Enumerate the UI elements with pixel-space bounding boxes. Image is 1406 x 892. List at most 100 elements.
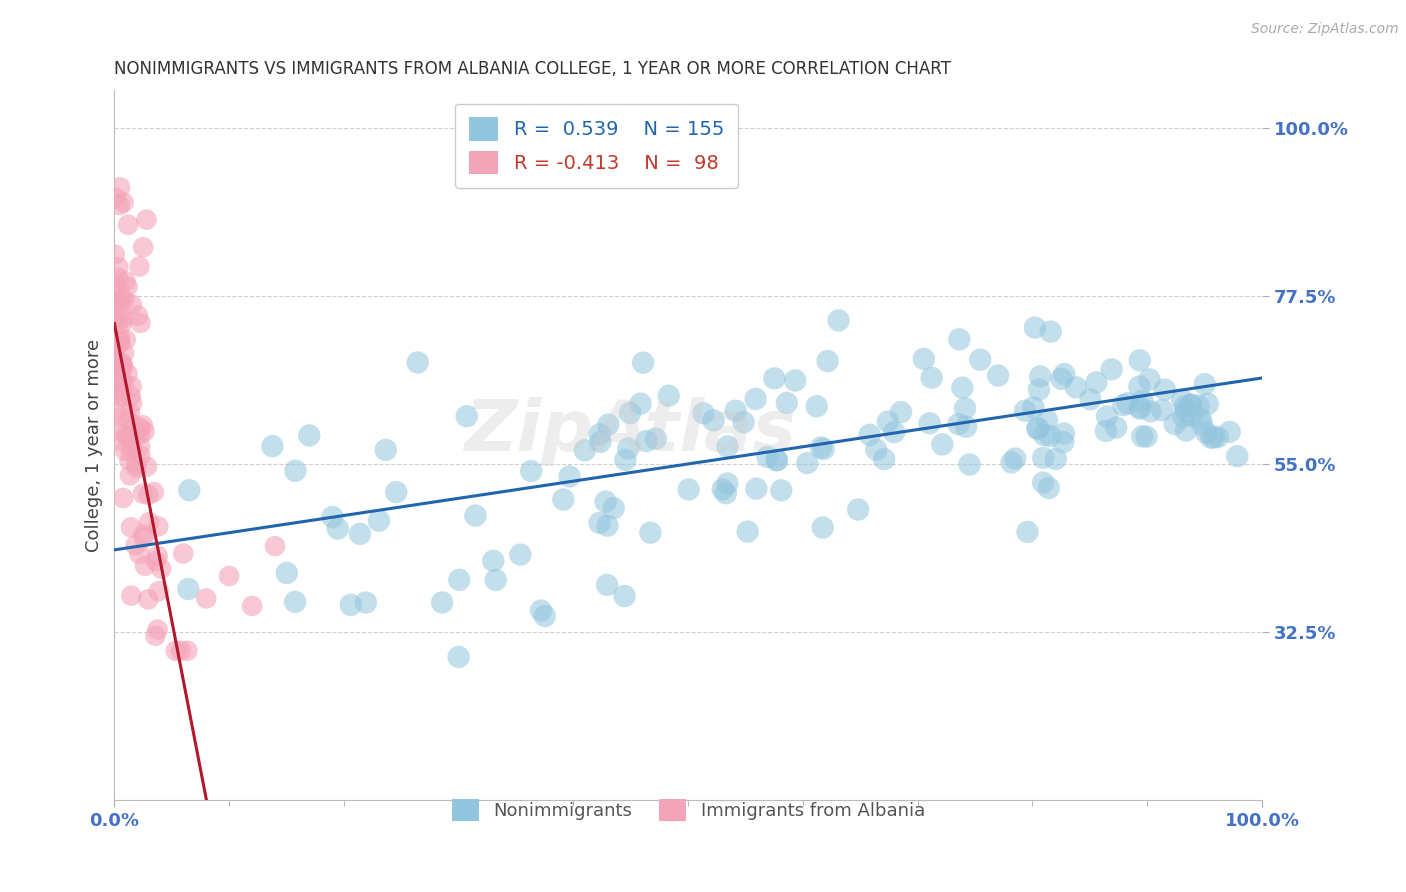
- Point: [1032, 450, 1054, 465]
- Point: [349, 526, 371, 541]
- Point: [714, 486, 737, 500]
- Point: [120, 589, 142, 603]
- Point: [118, 468, 141, 483]
- Point: [530, 604, 553, 618]
- Point: [125, 458, 148, 472]
- Point: [1226, 450, 1249, 464]
- Point: [125, 427, 148, 442]
- Point: [796, 456, 818, 470]
- Point: [132, 418, 155, 433]
- Point: [1014, 403, 1036, 417]
- Point: [177, 582, 200, 596]
- Point: [588, 427, 610, 442]
- Point: [114, 443, 136, 458]
- Point: [121, 379, 143, 393]
- Point: [1129, 401, 1152, 415]
- Point: [107, 281, 129, 295]
- Point: [1095, 409, 1118, 424]
- Point: [122, 418, 145, 433]
- Point: [1194, 377, 1216, 392]
- Point: [107, 316, 129, 330]
- Point: [112, 195, 135, 210]
- Point: [770, 483, 793, 498]
- Point: [138, 515, 160, 529]
- Point: [912, 351, 935, 366]
- Point: [321, 510, 343, 524]
- Point: [112, 360, 135, 375]
- Point: [1181, 409, 1204, 423]
- Point: [1128, 379, 1150, 393]
- Point: [631, 355, 654, 369]
- Point: [118, 406, 141, 420]
- Point: [108, 362, 131, 376]
- Point: [595, 494, 617, 508]
- Point: [464, 508, 486, 523]
- Point: [1153, 383, 1175, 397]
- Point: [1039, 429, 1062, 443]
- Point: [240, 599, 263, 613]
- Text: ZipAtlas: ZipAtlas: [465, 397, 797, 466]
- Point: [520, 464, 543, 478]
- Point: [1052, 435, 1074, 450]
- Point: [107, 356, 129, 370]
- Point: [132, 486, 155, 500]
- Point: [1135, 430, 1157, 444]
- Point: [120, 445, 142, 459]
- Point: [776, 396, 799, 410]
- Point: [108, 298, 131, 312]
- Point: [1000, 455, 1022, 469]
- Point: [132, 531, 155, 545]
- Point: [598, 417, 620, 432]
- Point: [1152, 403, 1174, 417]
- Point: [1032, 475, 1054, 490]
- Point: [1195, 425, 1218, 440]
- Point: [105, 341, 128, 355]
- Point: [374, 442, 396, 457]
- Point: [1024, 320, 1046, 334]
- Point: [1129, 353, 1152, 368]
- Point: [1174, 404, 1197, 418]
- Point: [138, 488, 160, 502]
- Point: [918, 416, 941, 430]
- Point: [110, 388, 132, 402]
- Point: [121, 396, 143, 410]
- Point: [574, 443, 596, 458]
- Point: [298, 428, 321, 442]
- Point: [1080, 392, 1102, 407]
- Point: [1197, 397, 1219, 411]
- Point: [756, 450, 779, 464]
- Point: [111, 317, 134, 331]
- Point: [1132, 393, 1154, 408]
- Point: [108, 409, 131, 424]
- Point: [1053, 367, 1076, 381]
- Point: [110, 359, 132, 374]
- Legend: Nonimmigrants, Immigrants from Albania: Nonimmigrants, Immigrants from Albania: [439, 787, 938, 834]
- Point: [118, 453, 141, 467]
- Point: [110, 389, 132, 403]
- Point: [385, 485, 408, 500]
- Point: [1139, 372, 1161, 386]
- Point: [890, 405, 912, 419]
- Point: [354, 595, 377, 609]
- Point: [172, 547, 194, 561]
- Point: [1139, 404, 1161, 418]
- Point: [108, 425, 131, 439]
- Point: [1105, 420, 1128, 434]
- Point: [456, 409, 478, 424]
- Text: Source: ZipAtlas.com: Source: ZipAtlas.com: [1251, 22, 1399, 37]
- Point: [744, 392, 766, 406]
- Point: [1017, 524, 1039, 539]
- Point: [1206, 430, 1229, 444]
- Point: [716, 440, 738, 454]
- Point: [150, 561, 173, 575]
- Point: [810, 441, 832, 455]
- Point: [145, 629, 167, 643]
- Point: [766, 453, 789, 467]
- Point: [107, 356, 129, 370]
- Point: [117, 280, 139, 294]
- Point: [107, 310, 129, 325]
- Point: [959, 458, 981, 472]
- Point: [950, 381, 973, 395]
- Point: [132, 527, 155, 541]
- Point: [644, 432, 666, 446]
